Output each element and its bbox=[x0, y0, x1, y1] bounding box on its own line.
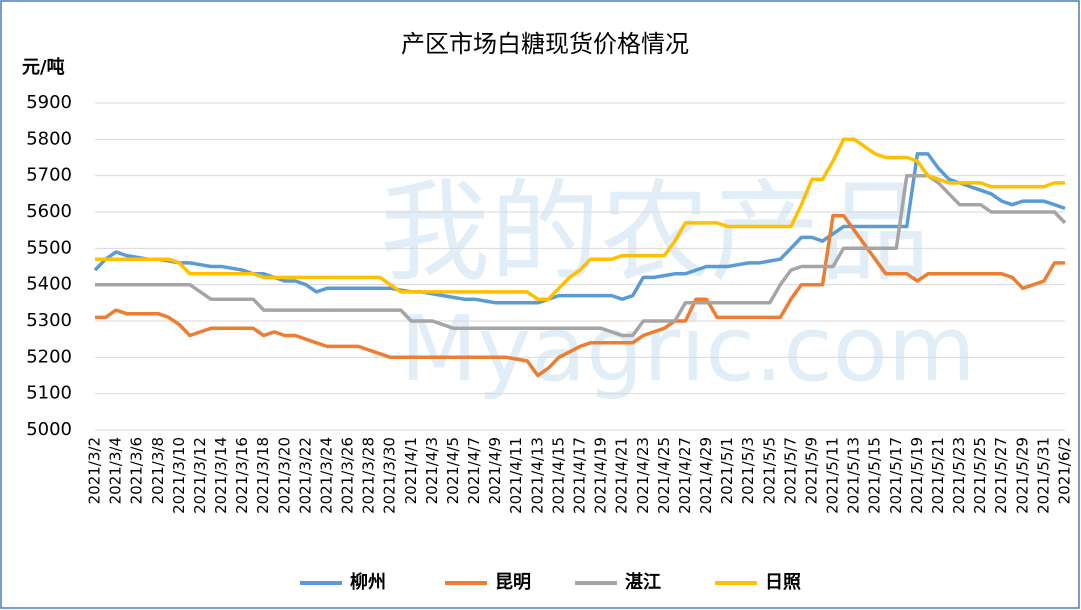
x-tick-label: 2021/5/9 bbox=[802, 437, 820, 504]
x-tick-label: 2021/4/7 bbox=[465, 437, 483, 504]
watermark: 我的农产品 bbox=[380, 168, 930, 296]
legend-label: 日照 bbox=[765, 572, 801, 593]
y-tick-label: 5600 bbox=[26, 201, 72, 222]
x-tick-label: 2021/6/2 bbox=[1056, 437, 1074, 504]
x-tick-label: 2021/5/11 bbox=[824, 437, 842, 514]
x-tick-label: 2021/4/21 bbox=[613, 437, 631, 514]
x-tick-label: 2021/4/9 bbox=[486, 437, 504, 504]
x-tick-label: 2021/5/23 bbox=[950, 437, 968, 514]
x-tick-label: 2021/4/5 bbox=[444, 437, 462, 504]
legend-label: 柳州 bbox=[350, 571, 386, 593]
x-tick-label: 2021/4/15 bbox=[549, 437, 567, 514]
x-tick-label: 2021/3/4 bbox=[107, 437, 125, 504]
x-tick-label: 2021/5/3 bbox=[739, 437, 757, 504]
y-tick-label: 5900 bbox=[26, 92, 72, 113]
x-tick-label: 2021/5/31 bbox=[1034, 437, 1052, 514]
x-tick-label: 2021/5/27 bbox=[992, 437, 1010, 514]
x-tick-label: 2021/5/17 bbox=[887, 437, 905, 514]
x-tick-label: 2021/5/15 bbox=[866, 437, 884, 514]
x-tick-label: 2021/3/16 bbox=[233, 437, 251, 514]
line-series bbox=[95, 137, 1065, 301]
y-tick-label: 5100 bbox=[26, 383, 72, 404]
line-series bbox=[95, 173, 1067, 338]
y-tick-label: 5800 bbox=[26, 128, 72, 149]
x-tick-label: 2021/3/20 bbox=[275, 437, 293, 514]
x-tick-label: 2021/5/7 bbox=[781, 437, 799, 504]
x-tick-label: 2021/5/19 bbox=[908, 437, 926, 514]
line-series bbox=[95, 213, 1065, 378]
x-tick-label: 2021/3/2 bbox=[86, 437, 104, 504]
x-tick-label: 2021/4/13 bbox=[528, 437, 546, 514]
x-tick-label: 2021/3/24 bbox=[317, 437, 335, 514]
x-tick-label: 2021/4/1 bbox=[402, 437, 420, 504]
legend-label: 昆明 bbox=[495, 572, 531, 593]
x-tick-label: 2021/3/26 bbox=[339, 437, 357, 514]
x-tick-label: 2021/4/3 bbox=[423, 437, 441, 504]
x-tick-label: 2021/3/30 bbox=[381, 437, 399, 514]
x-tick-label: 2021/3/8 bbox=[149, 437, 167, 504]
x-tick-label: 2021/3/6 bbox=[128, 437, 146, 504]
x-tick-label: 2021/4/23 bbox=[634, 437, 652, 514]
x-tick-label: 2021/3/18 bbox=[254, 437, 272, 514]
x-tick-label: 2021/4/27 bbox=[676, 437, 694, 514]
x-tick-label: 2021/4/19 bbox=[592, 437, 610, 514]
x-tick-label: 2021/4/25 bbox=[655, 437, 673, 514]
x-tick-label: 2021/3/14 bbox=[212, 437, 230, 514]
y-tick-label: 5300 bbox=[26, 310, 72, 331]
legend-label: 湛江 bbox=[625, 571, 661, 593]
x-tick-label: 2021/5/29 bbox=[1013, 437, 1031, 514]
y-tick-label: 5500 bbox=[26, 237, 72, 258]
y-tick-label: 5200 bbox=[26, 346, 72, 367]
x-tick-label: 2021/3/22 bbox=[296, 437, 314, 514]
x-tick-label: 2021/4/11 bbox=[507, 437, 525, 514]
x-tick-label: 2021/3/28 bbox=[360, 437, 378, 514]
x-tick-label: 2021/5/13 bbox=[845, 437, 863, 514]
x-tick-label: 2021/4/29 bbox=[697, 437, 715, 514]
x-tick-label: 2021/4/17 bbox=[571, 437, 589, 514]
x-tick-label: 2021/5/25 bbox=[971, 437, 989, 514]
y-tick-label: 5700 bbox=[26, 165, 72, 186]
y-tick-label: 5000 bbox=[26, 419, 72, 440]
y-tick-label: 5400 bbox=[26, 274, 72, 295]
y-unit: 元/吨 bbox=[22, 56, 65, 78]
x-tick-label: 2021/3/12 bbox=[191, 437, 209, 514]
x-tick-label: 2021/3/10 bbox=[170, 437, 188, 514]
x-tick-label: 2021/5/21 bbox=[929, 437, 947, 514]
x-tick-label: 2021/5/5 bbox=[760, 437, 778, 504]
x-tick-label: 2021/5/1 bbox=[718, 437, 736, 504]
chart-title: 产区市场白糖现货价格情况 bbox=[401, 30, 689, 58]
